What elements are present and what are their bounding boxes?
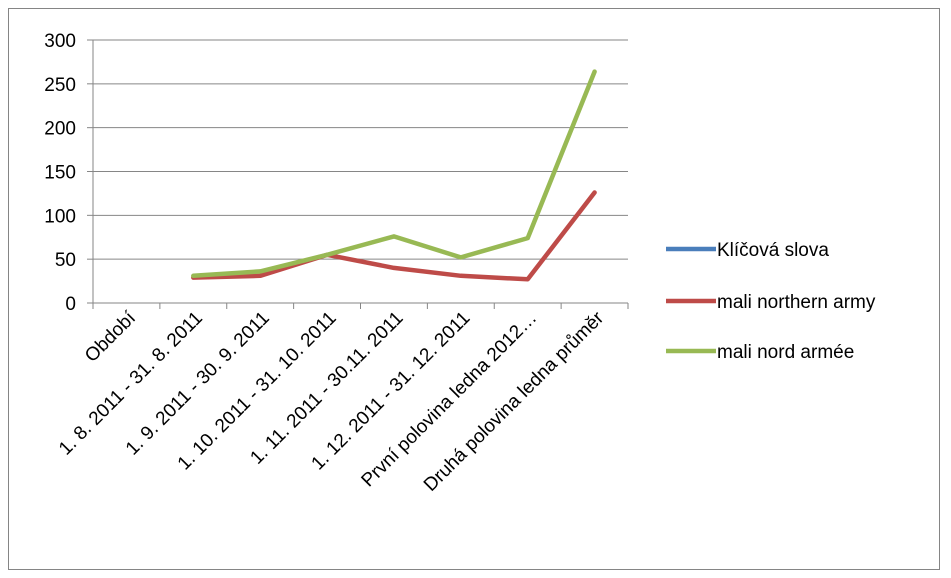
series-line — [191, 190, 597, 282]
y-axis-ticks: 0 50 100 150 200 250 300 — [44, 31, 76, 315]
y-tick-label: 300 — [44, 31, 76, 52]
y-tick-label: 50 — [55, 250, 76, 271]
legend: Klíčová slova mali northern army mali nord… — [666, 240, 876, 363]
y-tick-label: 100 — [44, 206, 76, 227]
legend-label: Klíčová slova — [717, 240, 829, 261]
series-lines — [191, 69, 597, 282]
gridlines — [87, 39, 629, 309]
chart-frame — [8, 8, 940, 570]
legend-label: mali nord armée — [717, 342, 854, 363]
series-line — [191, 69, 597, 279]
legend-label: mali northern army — [717, 292, 876, 313]
x-tick-label: Období — [81, 307, 140, 366]
y-tick-label: 0 — [65, 294, 76, 315]
y-tick-label: 200 — [44, 119, 76, 140]
y-tick-label: 150 — [44, 163, 76, 184]
y-tick-label: 250 — [44, 75, 76, 96]
